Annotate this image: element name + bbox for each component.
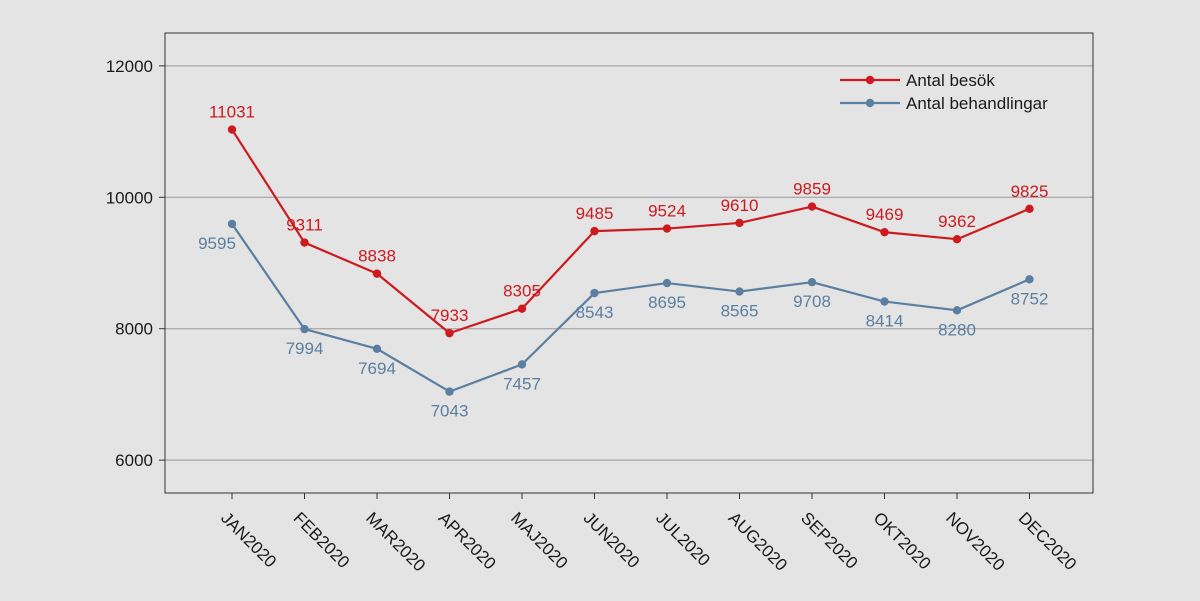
data-point	[880, 297, 889, 306]
legend-label: Antal besök	[906, 71, 995, 90]
data-label: 8414	[866, 312, 904, 331]
data-label: 9825	[1011, 182, 1049, 201]
data-label: 9362	[938, 212, 976, 231]
data-point	[300, 324, 309, 334]
data-labels: 11031 9311 8838 7933 8305 9485 9524 9610 9859 946…	[198, 103, 1048, 421]
data-label: 7043	[431, 402, 469, 421]
data-label: 8565	[721, 302, 759, 321]
series-line	[231, 223, 1030, 393]
data-label: 8305	[503, 282, 541, 301]
data-point	[372, 344, 382, 354]
x-tick-label: MAJ2020	[507, 508, 571, 572]
x-tick-label: OKT2020	[870, 508, 935, 573]
data-label: 9859	[793, 180, 831, 199]
data-label: 9708	[793, 292, 831, 311]
series-layer	[227, 125, 1034, 396]
data-point	[445, 387, 454, 396]
y-axis: 6000 8000 10000 12000	[106, 57, 165, 470]
x-tick-label: JAN2020	[217, 508, 280, 571]
legend-marker	[865, 98, 875, 108]
data-label: 7694	[358, 359, 396, 378]
data-label: 8543	[576, 303, 614, 322]
data-point	[590, 226, 599, 236]
data-label: 9610	[721, 196, 759, 215]
data-label: 8695	[648, 293, 686, 312]
x-tick-label: FEB2020	[290, 508, 354, 572]
data-label: 7933	[431, 306, 469, 325]
data-point	[1025, 275, 1034, 284]
legend-label: Antal behandlingar	[906, 94, 1048, 113]
data-point	[227, 125, 237, 134]
data-point	[372, 269, 382, 278]
x-tick-label: JUN2020	[580, 508, 644, 572]
data-point	[807, 202, 817, 211]
y-tick-label: 6000	[115, 451, 153, 470]
data-point	[517, 360, 527, 369]
data-point	[662, 278, 672, 288]
data-point	[300, 238, 309, 247]
data-point	[227, 219, 237, 229]
data-label: 9469	[866, 205, 904, 224]
plot-frame	[164, 32, 1094, 494]
x-tick-label: DEC2020	[1015, 508, 1081, 574]
data-label: 7994	[286, 339, 324, 358]
data-point	[952, 235, 962, 244]
x-tick-label: MAR2020	[362, 508, 429, 575]
data-point	[735, 218, 744, 228]
data-point	[807, 277, 817, 287]
y-tick-label: 8000	[115, 320, 153, 339]
x-tick-label: SEP2020	[797, 508, 861, 572]
legend: Antal besök Antal behandlingar	[840, 71, 1048, 113]
data-label: 8838	[358, 247, 396, 266]
x-tick-label: APR2020	[435, 508, 500, 573]
x-axis: JAN2020 FEB2020 MAR2020 APR2020 MAJ2020 JUN20…	[217, 493, 1080, 575]
data-point	[952, 306, 962, 315]
data-label: 11031	[209, 103, 255, 122]
data-label: 9311	[286, 216, 323, 235]
x-tick-label: AUG2020	[725, 508, 791, 574]
legend-marker	[865, 75, 875, 85]
data-label: 8752	[1011, 289, 1049, 308]
data-point	[590, 288, 599, 298]
data-point	[517, 304, 527, 313]
gridlines	[165, 65, 1093, 461]
data-point	[1025, 204, 1034, 213]
data-label: 9485	[576, 204, 614, 223]
x-tick-label: JUL2020	[652, 508, 714, 570]
x-tick-label: NOV2020	[942, 508, 1008, 574]
data-label: 9595	[198, 234, 236, 253]
data-point	[445, 328, 454, 338]
data-point	[662, 224, 672, 233]
y-tick-label: 10000	[106, 188, 153, 207]
data-point	[880, 227, 889, 237]
series-line	[231, 128, 1030, 335]
data-label: 7457	[503, 374, 541, 393]
data-point	[735, 287, 744, 296]
data-label: 8280	[938, 320, 976, 339]
data-label: 9524	[648, 202, 686, 221]
y-tick-label: 12000	[106, 57, 153, 76]
